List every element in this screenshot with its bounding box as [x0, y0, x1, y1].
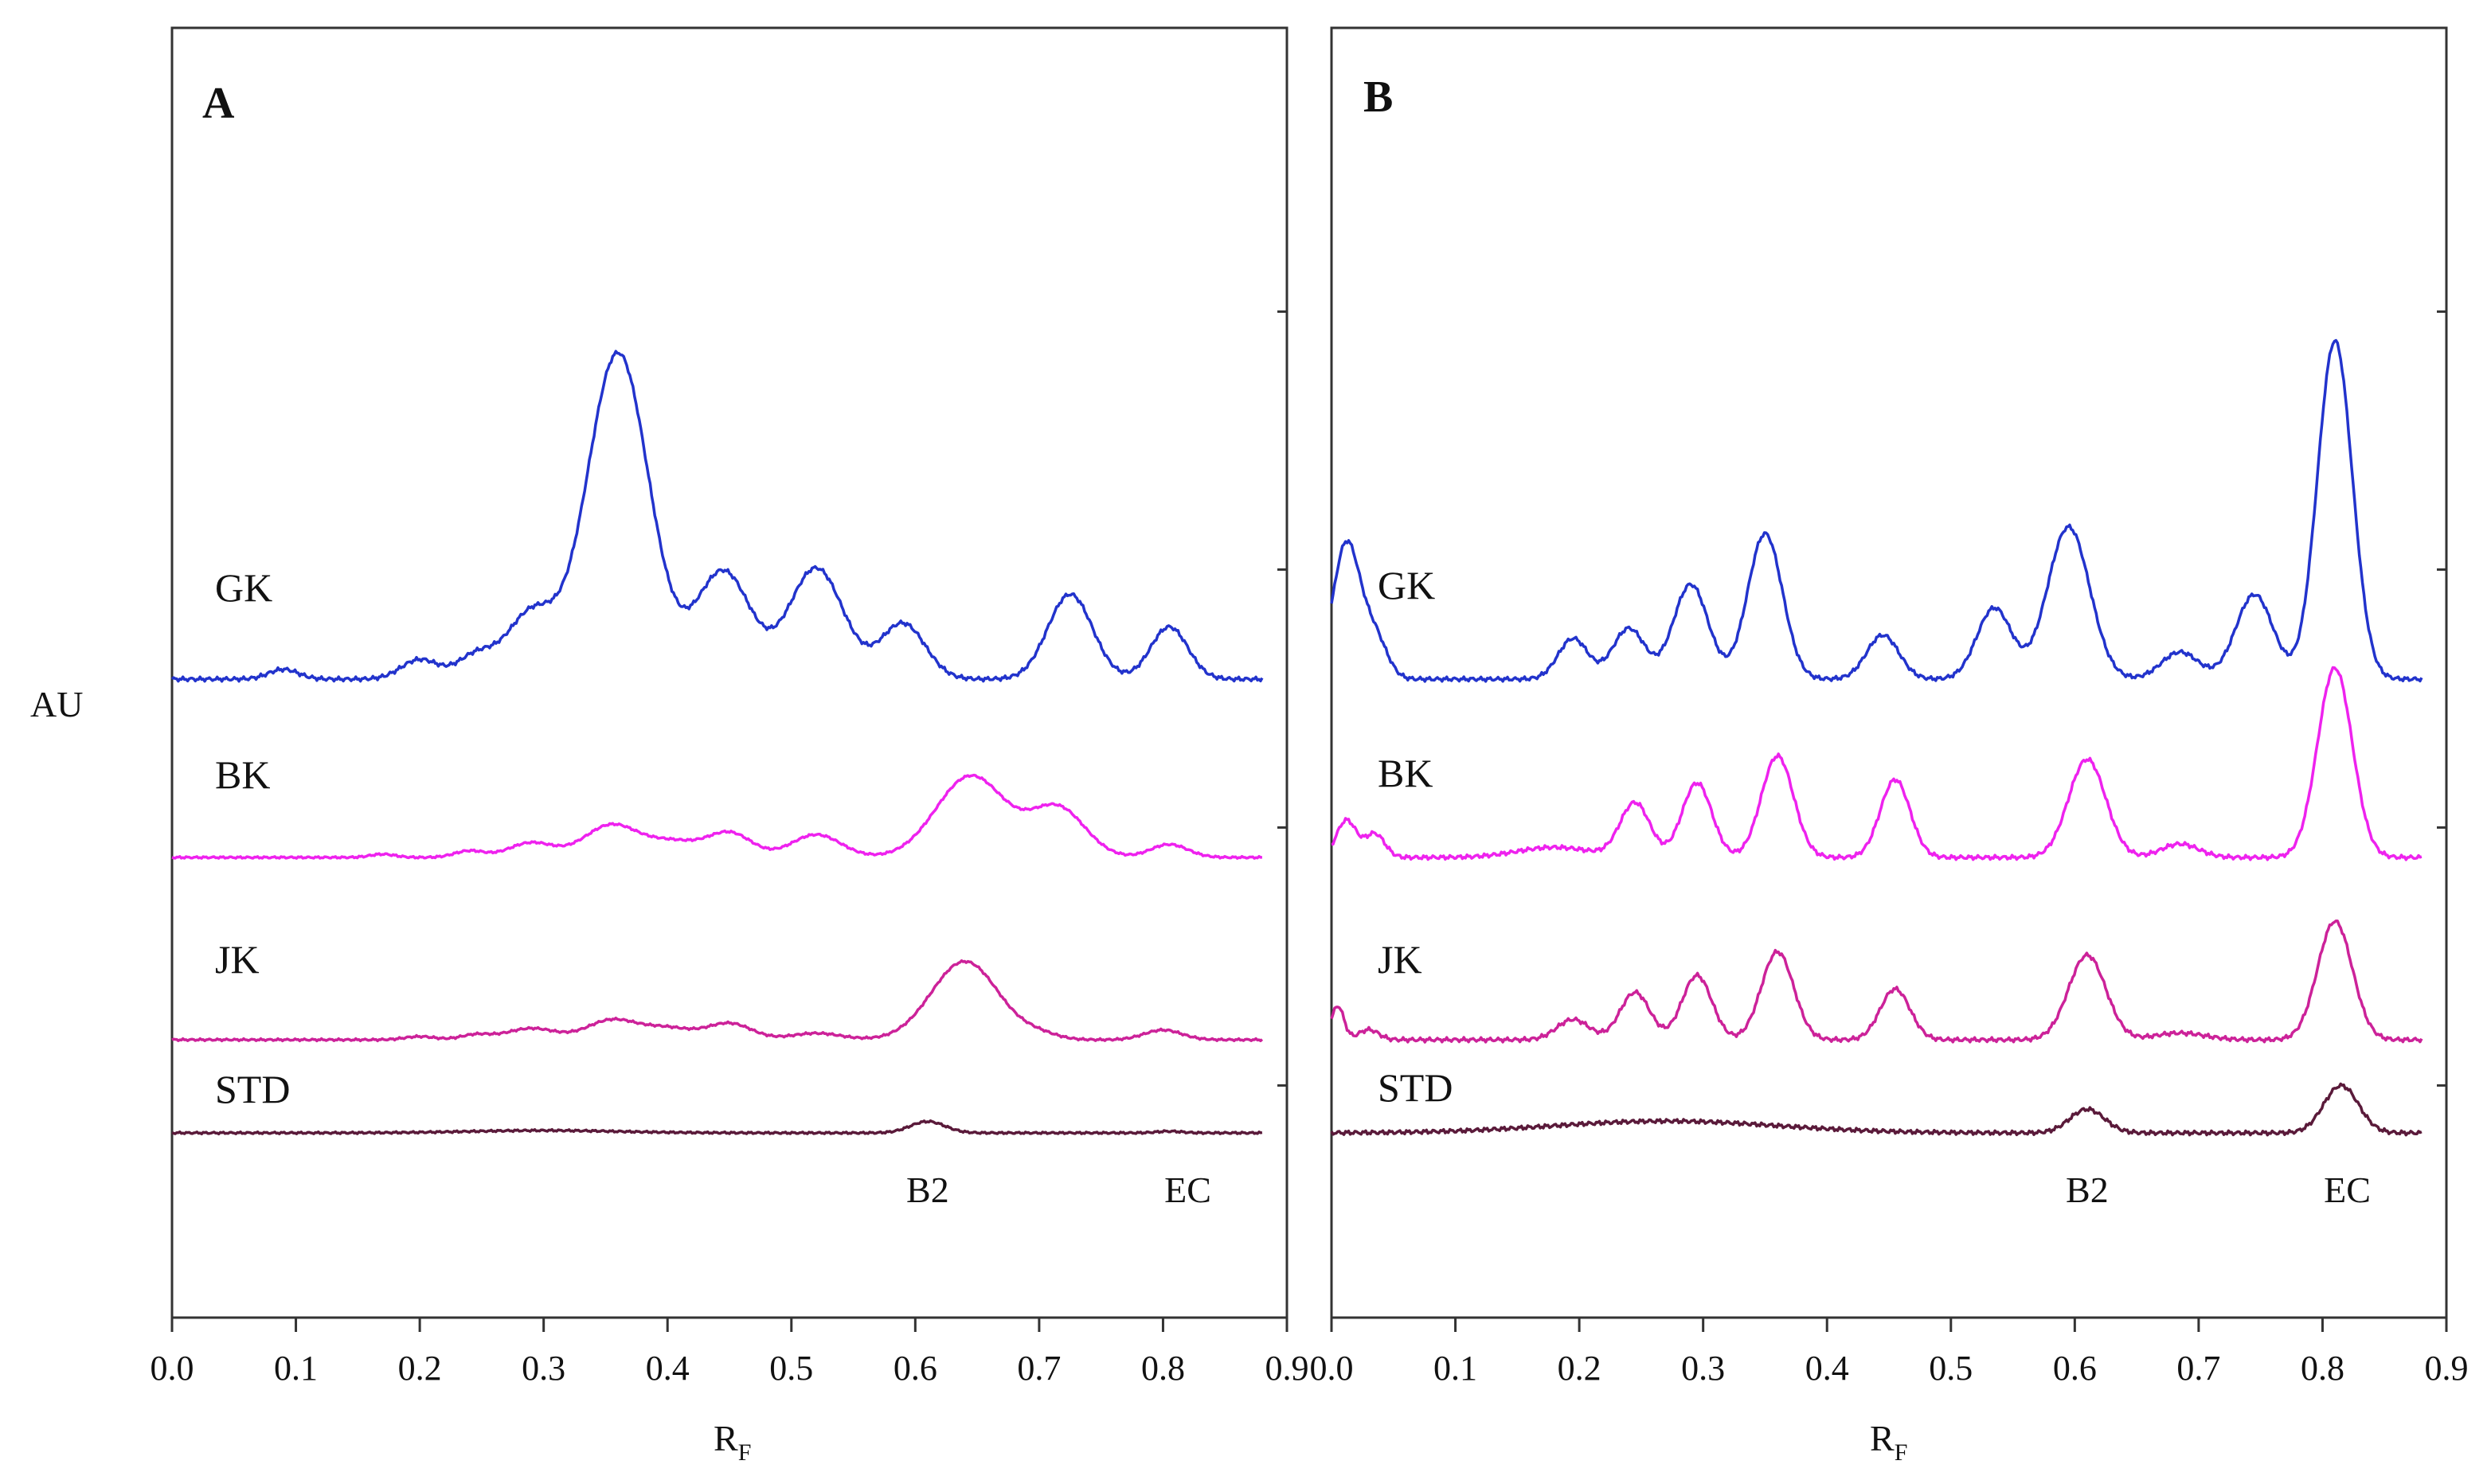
panel-a-x-tick-label: 0.7 — [1017, 1349, 1061, 1388]
panel-a-x-axis-title: RF — [714, 1418, 751, 1466]
panel-b-x-axis-title-sub: F — [1895, 1439, 1908, 1466]
panel-a-x-tick-label: 0.0 — [151, 1349, 194, 1388]
panel-b-x-axis-title-main: R — [1870, 1418, 1895, 1459]
trace-label-jk: JK — [1378, 937, 1422, 982]
panel-a-frame — [170, 26, 1289, 1319]
panel-a-x-ticks: 0.0 0.1 0.2 0.3 0.4 0.5 0.6 0.7 0.8 0.9 — [151, 310, 1309, 1388]
peak-label-ec: EC — [2324, 1170, 2371, 1210]
panel-b: B 0.0 0.1 0.2 0.3 0.4 0.5 0.6 0.7 0.8 0.9 GK BK JK S… — [1310, 26, 2469, 1466]
panel-b-x-tick-label: 0.6 — [2053, 1349, 2097, 1388]
trace-bk-panel-b — [1331, 666, 2423, 861]
panel-a-x-axis-title-main: R — [714, 1418, 738, 1459]
panel-b-x-tick-label: 0.3 — [1681, 1349, 1725, 1388]
panel-b-x-tick-label: 0.4 — [1805, 1349, 1849, 1388]
trace-std-panel-a — [171, 1119, 1263, 1136]
trace-jk-panel-b — [1330, 919, 2423, 1044]
panel-b-x-tick-label: 0.7 — [2176, 1349, 2220, 1388]
panel-a-x-tick-label: 0.2 — [398, 1349, 442, 1388]
trace-label-gk: GK — [1378, 563, 1435, 607]
peak-label-b2: B2 — [906, 1170, 949, 1210]
panel-b-labels: GK BK JK STD B2 EC — [1378, 563, 2371, 1210]
panel-b-letter: B — [1363, 72, 1393, 122]
panel-a: A 0.0 0.1 0.2 0.3 0.4 0.5 0.6 0.7 0.8 0.9 GK BK JK S… — [151, 26, 1309, 1466]
trace-label-jk: JK — [215, 937, 260, 982]
panel-a-labels: GK BK JK STD B2 EC — [215, 565, 1211, 1210]
panel-b-x-tick-label: 0.9 — [2425, 1349, 2469, 1388]
trace-label-bk: BK — [1378, 751, 1433, 795]
panel-a-x-tick-label: 0.1 — [274, 1349, 318, 1388]
panel-b-x-tick-label: 0.5 — [1929, 1349, 1973, 1388]
trace-label-std: STD — [1378, 1065, 1453, 1110]
panel-b-x-tick-label: 0.2 — [1558, 1349, 1601, 1388]
panel-a-letter: A — [202, 79, 235, 128]
panel-b-x-tick-label: 0.0 — [1310, 1349, 1354, 1388]
panel-b-frame — [1330, 26, 2448, 1319]
trace-label-std: STD — [215, 1067, 290, 1111]
panel-a-x-tick-label: 0.3 — [522, 1349, 565, 1388]
y-axis-title: AU — [30, 684, 83, 724]
panel-a-x-tick-label: 0.4 — [646, 1349, 690, 1388]
peak-label-ec: EC — [1164, 1170, 1211, 1210]
panel-a-x-tick-label: 0.6 — [894, 1349, 937, 1388]
panel-a-x-tick-label: 0.9 — [1265, 1349, 1309, 1388]
trace-label-gk: GK — [215, 565, 272, 610]
trace-label-bk: BK — [215, 752, 270, 797]
trace-jk-panel-a — [171, 959, 1264, 1043]
panel-b-x-tick-label: 0.8 — [2301, 1349, 2344, 1388]
panel-a-x-tick-label: 0.5 — [769, 1349, 813, 1388]
panel-b-x-tick-label: 0.1 — [1433, 1349, 1477, 1388]
trace-bk-panel-a — [171, 773, 1263, 860]
panel-b-x-ticks: 0.0 0.1 0.2 0.3 0.4 0.5 0.6 0.7 0.8 0.9 — [1310, 310, 2469, 1388]
trace-gk-panel-b — [1330, 338, 2423, 683]
trace-gk-panel-a — [170, 350, 1264, 683]
peak-label-b2: B2 — [2066, 1170, 2109, 1210]
trace-std-panel-b — [1330, 1082, 2423, 1137]
panel-a-x-axis-title-sub: F — [738, 1439, 752, 1466]
panel-a-traces — [170, 350, 1264, 1136]
panel-b-x-axis-title: RF — [1870, 1418, 1907, 1466]
panel-b-traces — [1330, 338, 2423, 1137]
panel-a-x-tick-label: 0.8 — [1141, 1349, 1185, 1388]
